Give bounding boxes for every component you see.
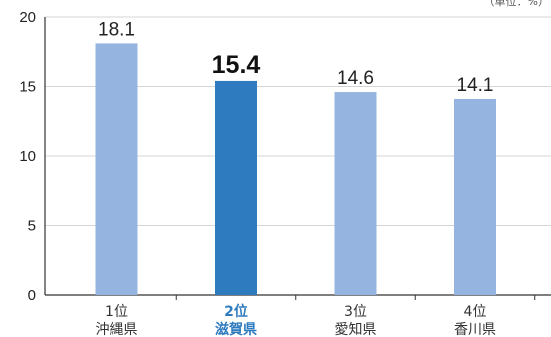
category-name-label: 愛知県: [335, 321, 377, 337]
category-rank-label: 3位: [344, 304, 367, 320]
bar: [454, 99, 496, 295]
y-tick-label: 5: [28, 218, 36, 235]
category-rank-label: 1位: [105, 304, 128, 320]
category-name-label: 滋賀県: [215, 321, 257, 337]
y-tick-label: 20: [19, 9, 36, 26]
bars: [95, 43, 496, 295]
category-rank-label: 4位: [464, 304, 487, 320]
value-label: 14.6: [337, 68, 374, 89]
category-name-label: 沖縄県: [96, 322, 138, 337]
category-rank-label: 2位: [224, 303, 248, 320]
y-tick-label: 10: [19, 148, 36, 165]
y-tick-label: 0: [28, 287, 36, 304]
value-label: 18.1: [98, 19, 135, 40]
category-name-label: 香川県: [454, 322, 496, 337]
bar: [95, 43, 138, 295]
unit-label: （単位：%）: [484, 0, 549, 8]
bar: [334, 92, 377, 295]
y-tick-label: 15: [19, 79, 36, 96]
value-label: 15.4: [212, 51, 261, 79]
bar: [215, 80, 257, 295]
value-label: 14.1: [457, 75, 494, 96]
